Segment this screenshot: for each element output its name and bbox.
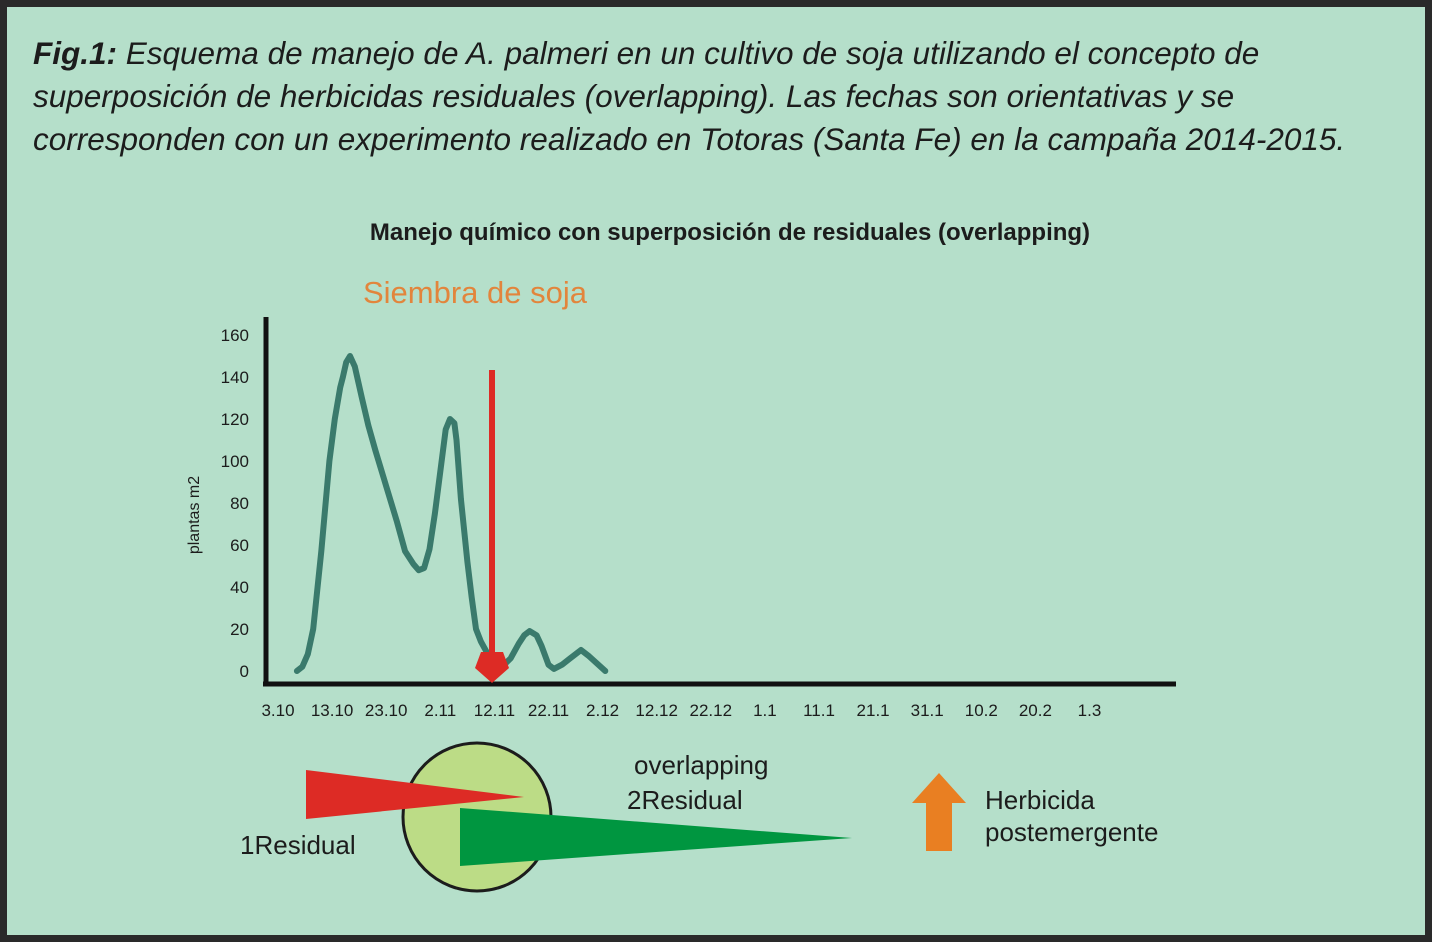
y-axis-label: plantas m2 (186, 476, 203, 554)
x-tick-label: 22.11 (528, 701, 569, 720)
y-tick-label: 80 (230, 494, 249, 513)
x-tick-label: 2.12 (586, 701, 619, 720)
siembra-arrow (475, 370, 509, 683)
x-tick-label: 12.12 (635, 701, 678, 720)
y-tick-label: 140 (221, 368, 249, 387)
siembra-annotation-label: Siembra de soja (363, 275, 588, 310)
x-tick-label: 10.2 (965, 701, 998, 720)
y-tick-label: 120 (221, 410, 249, 429)
overlapping-label: overlapping (634, 750, 768, 780)
residual1-label: 1Residual (240, 830, 356, 860)
x-tick-label: 23.10 (365, 701, 408, 720)
postemergente-arrow-icon (912, 773, 966, 851)
x-tick-label: 11.1 (803, 701, 835, 720)
x-tick-label: 1.1 (753, 701, 777, 720)
x-tick-labels: 3.10 13.10 23.10 2.11 12.11 22.11 2.12 12.12 22.… (261, 701, 1101, 720)
y-tick-label: 60 (230, 536, 249, 555)
y-tick-label: 100 (221, 452, 249, 471)
residual2-wedge (460, 808, 852, 866)
x-tick-label: 13.10 (311, 701, 354, 720)
residual1-wedge (306, 770, 524, 819)
postemergente-label-line2: postemergente (985, 817, 1158, 847)
x-tick-label: 20.2 (1019, 701, 1052, 720)
figure-caption: Fig.1: Esquema de manejo de A. palmeri e… (33, 32, 1423, 161)
x-tick-label: 2.11 (424, 701, 456, 720)
x-tick-label: 22.12 (690, 701, 733, 720)
x-tick-label: 12.11 (474, 701, 515, 720)
y-tick-label: 160 (221, 326, 249, 345)
x-tick-label: 3.10 (261, 701, 294, 720)
y-tick-labels: 0 20 40 60 80 100 120 140 160 (221, 326, 249, 681)
y-tick-label: 20 (230, 620, 249, 639)
x-tick-label: 31.1 (911, 701, 944, 720)
y-tick-label: 40 (230, 578, 249, 597)
siembra-arrow-head (475, 652, 509, 683)
x-tick-label: 1.3 (1078, 701, 1102, 720)
chart-title: Manejo químico con superposición de resi… (370, 219, 1090, 246)
postemergente-label-line1: Herbicida (985, 785, 1095, 815)
x-tick-label: 21.1 (857, 701, 890, 720)
figure-caption-label: Fig.1: (33, 35, 117, 71)
residual2-label: 2Residual (627, 785, 743, 815)
y-tick-label: 0 (240, 662, 249, 681)
series-line-plantas (293, 353, 609, 674)
figure-caption-text: Esquema de manejo de A. palmeri en un cu… (33, 35, 1346, 157)
